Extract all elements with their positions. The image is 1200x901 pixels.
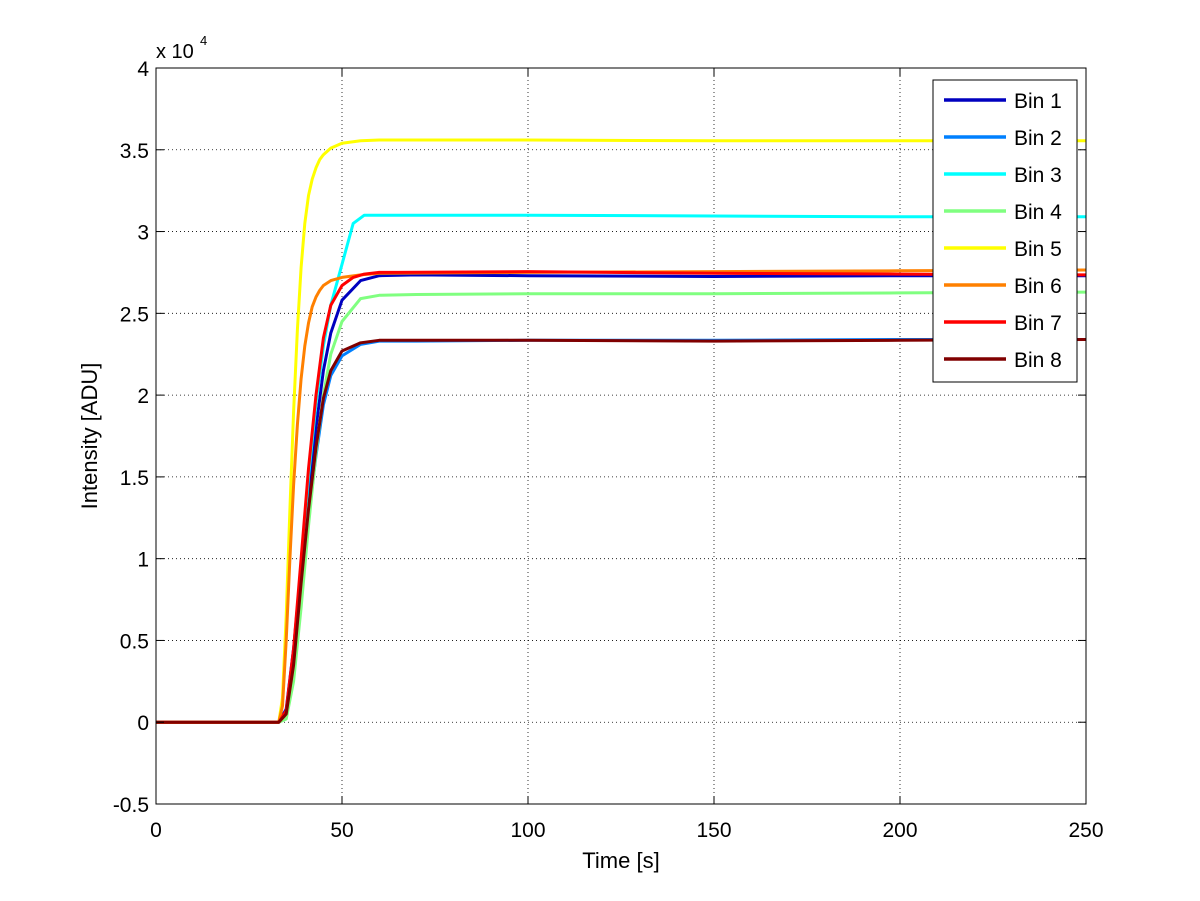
y-tick-label: 2.5 [120,303,149,326]
y-axis-label: Intensity [ADU] [77,363,102,510]
y-tick-label: 0 [137,712,149,735]
series-layer [156,138,1087,724]
y-tick-label: 1 [137,549,149,572]
y-tick-label: 3.5 [120,140,149,163]
x-tick-label: 50 [330,819,353,842]
series-line-bin-4 [156,290,1087,724]
grid-lines [156,68,1086,804]
y-tick-label: 1.5 [120,467,149,490]
legend: Bin 1 Bin 2 Bin 3 Bin 4 Bin 5 Bin 6 Bin 7 Bin 8 [932,79,1078,383]
legend-box [932,79,1078,383]
legend-label: Bin 5 [1014,238,1062,261]
legend-label: Bin 4 [1014,201,1062,224]
y-multiplier-label: x 10 [156,41,194,63]
y-tick-label: 3 [137,222,149,245]
y-tick-label: 2 [137,385,149,408]
series-line-bin-5 [156,138,1086,724]
legend-label: Bin 3 [1014,164,1062,187]
series-line-bin-7 [156,270,1087,724]
legend-label: Bin 6 [1014,275,1062,298]
series-line-bin-8 [156,338,1087,724]
x-tick-label: 0 [150,819,162,842]
y-tick-label: 4 [137,58,149,81]
plot-frame [155,67,1087,805]
x-tick-label: 250 [1068,819,1103,842]
tick-marks [155,67,1087,805]
y-tick-label: -0.5 [113,794,149,817]
y-multiplier-exponent: 4 [200,33,207,48]
x-tick-label: 100 [510,819,545,842]
x-tick-label: 150 [696,819,731,842]
legend-label: Bin 8 [1014,349,1062,372]
x-tick-labels: 0 50 100 150 200 250 [150,819,1103,842]
x-axis-label: Time [s] [582,848,659,873]
y-tick-labels: -0.5 0 0.5 1 1.5 2 2.5 3 3.5 4 [113,58,150,817]
x-tick-label: 200 [882,819,917,842]
y-tick-label: 0.5 [120,630,149,653]
legend-label: Bin 2 [1014,127,1062,150]
legend-label: Bin 1 [1014,90,1062,113]
legend-label: Bin 7 [1014,312,1062,335]
